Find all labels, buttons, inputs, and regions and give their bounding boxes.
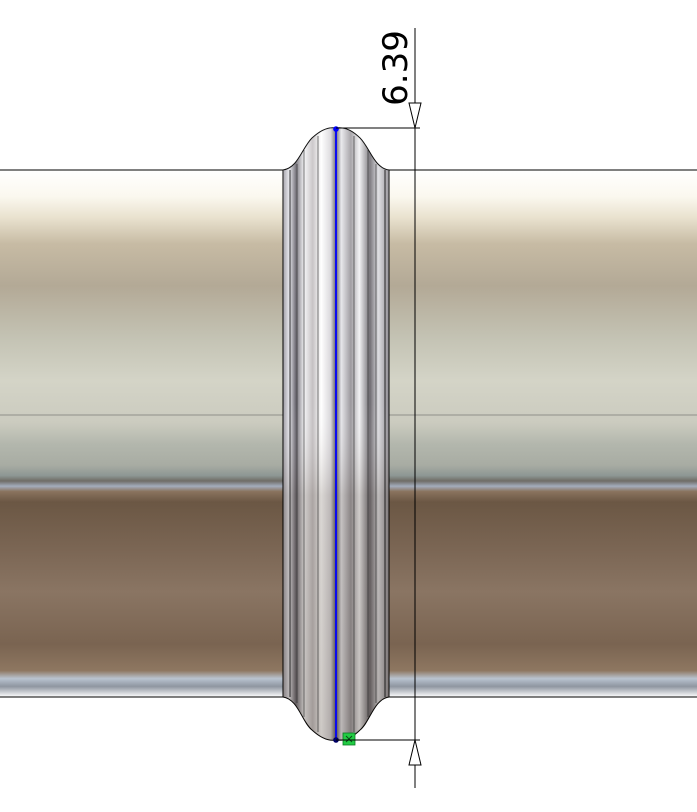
linear-dimension[interactable]: 6.39 <box>336 28 422 788</box>
dimension-arrow-top[interactable] <box>408 102 422 129</box>
dimension-arrow-bottom[interactable] <box>408 739 422 766</box>
coincident-relation-icon[interactable] <box>342 732 356 746</box>
shaft-left-section[interactable] <box>0 170 290 697</box>
sketch-endpoint-top[interactable] <box>333 126 339 132</box>
shaft-body[interactable] <box>0 169 697 698</box>
dimension-value[interactable]: 6.39 <box>376 30 416 106</box>
shaft-right-section[interactable] <box>385 170 697 697</box>
